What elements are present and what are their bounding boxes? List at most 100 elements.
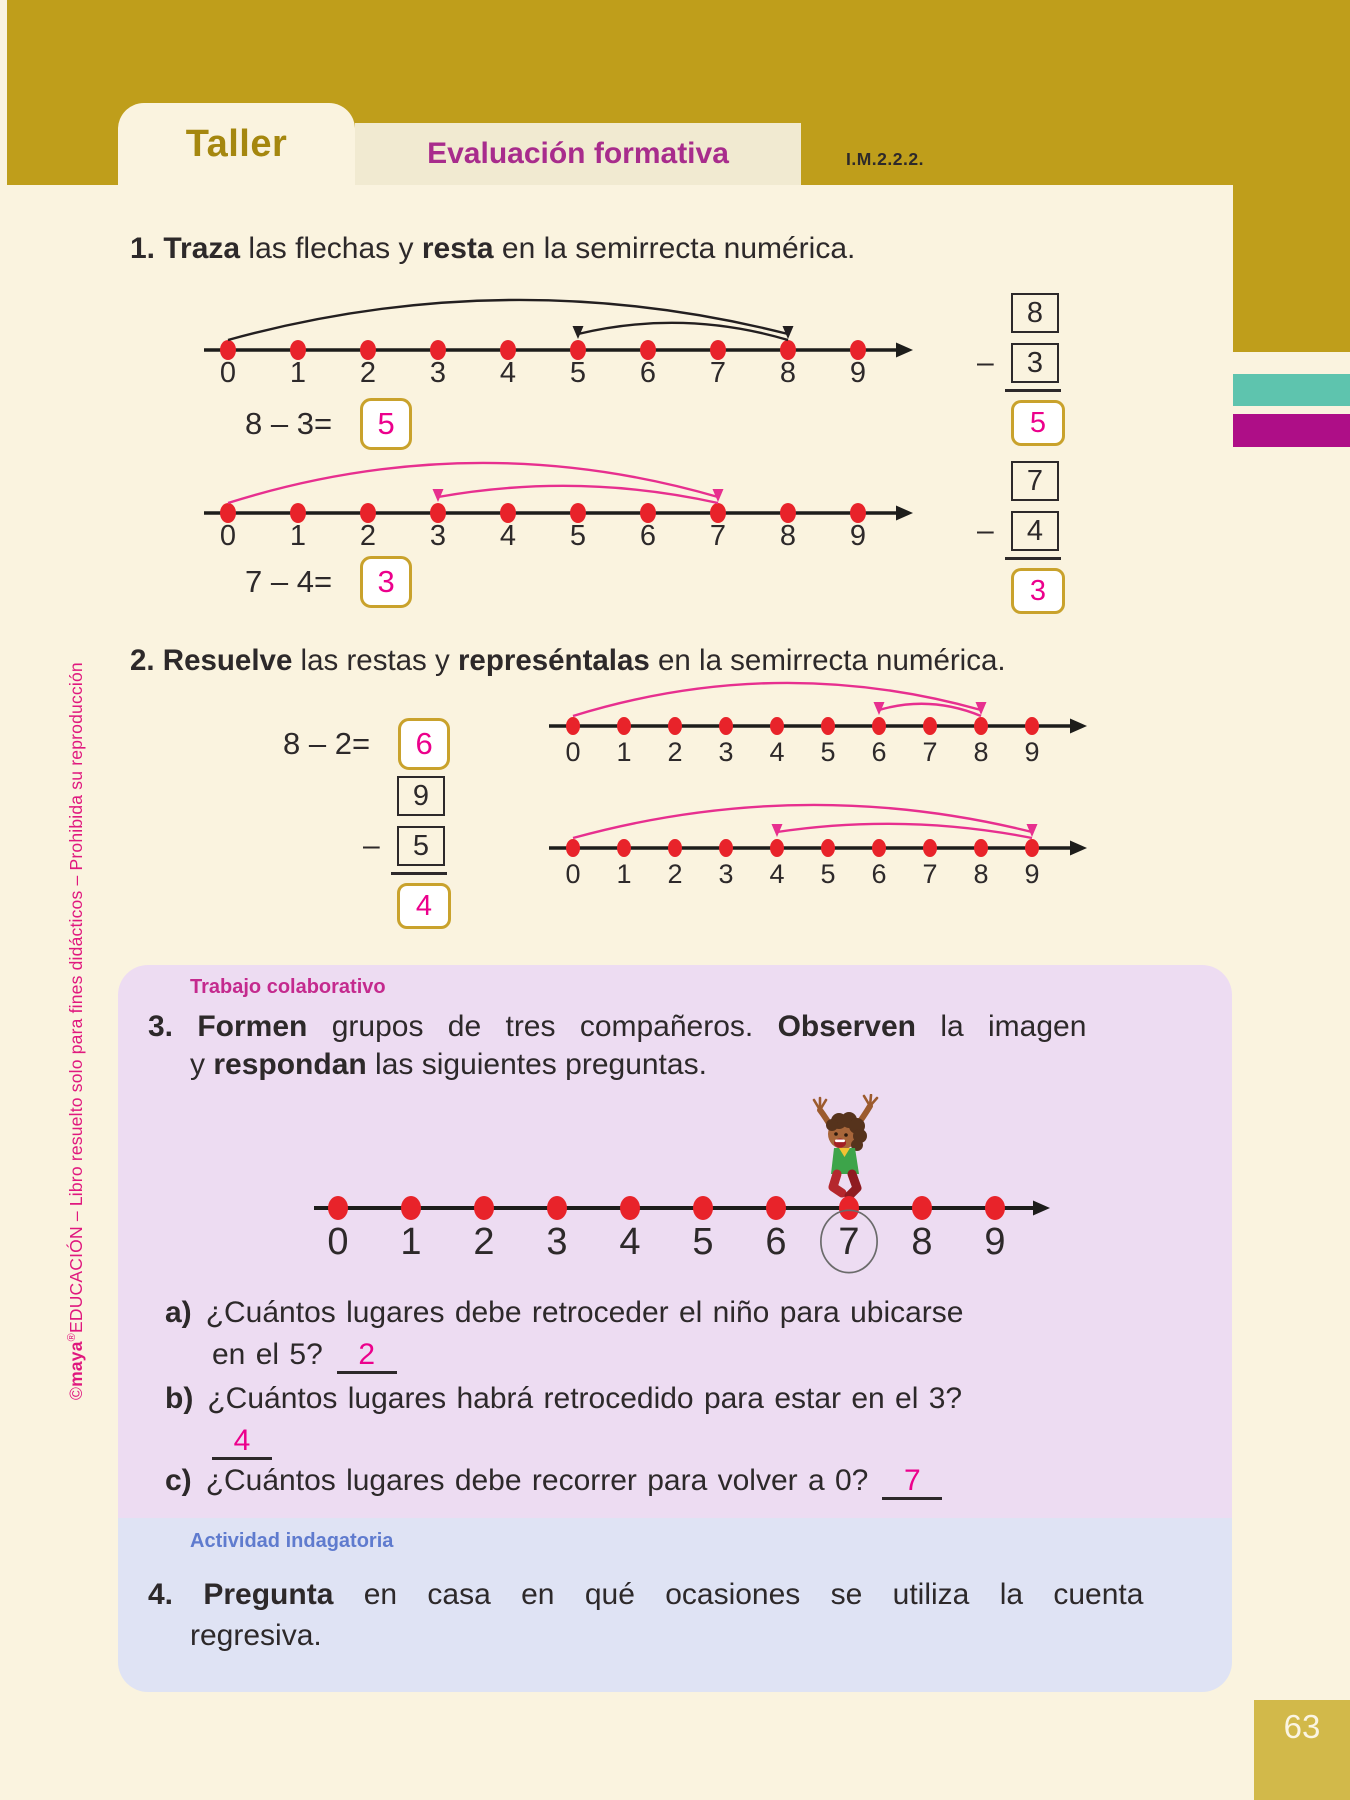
svg-text:4: 4	[769, 859, 784, 889]
equation-2: 7 – 4= 3	[245, 556, 413, 608]
exercise-3-heading: 3. Formen grupos de tres compañeros. Obs…	[148, 1010, 1087, 1081]
brand-name: maya	[66, 1341, 86, 1387]
svg-text:8: 8	[973, 859, 988, 889]
equation-1: 8 – 3= 5	[245, 398, 413, 450]
number-line-graphic: 0 1 2 3 4 5 6 7 8 9	[549, 681, 1087, 767]
svg-text:5: 5	[820, 737, 835, 767]
svg-text:6: 6	[640, 357, 656, 389]
svg-text:6: 6	[640, 520, 656, 552]
teal-accent-bar	[1233, 374, 1350, 406]
number-line-5: 0 1 2 3 4 5 6 7 8 9	[290, 1140, 1080, 1290]
svg-text:3: 3	[718, 737, 733, 767]
svg-text:0: 0	[327, 1221, 348, 1263]
svg-text:4: 4	[500, 357, 516, 389]
svg-text:3: 3	[718, 859, 733, 889]
svg-text:1: 1	[616, 859, 631, 889]
svg-text:2: 2	[360, 520, 376, 552]
svg-text:9: 9	[1024, 737, 1039, 767]
copyright-symbol: ©	[66, 1386, 86, 1400]
inquiry-activity-panel	[118, 1518, 1232, 1692]
svg-text:6: 6	[871, 859, 886, 889]
taller-tab: Taller	[118, 103, 355, 185]
answer-box: 3	[360, 556, 413, 608]
equation-text: 7 – 4=	[245, 564, 333, 599]
svg-text:2: 2	[360, 357, 376, 389]
svg-text:4: 4	[769, 737, 784, 767]
svg-text:9: 9	[850, 357, 866, 389]
subtitle-label: Evaluación formativa	[427, 137, 729, 170]
svg-text:5: 5	[570, 520, 586, 552]
answer-blank: 4	[212, 1424, 272, 1460]
svg-text:2: 2	[667, 859, 682, 889]
svg-text:9: 9	[984, 1221, 1005, 1263]
minus-sign: –	[363, 829, 380, 862]
svg-text:9: 9	[1024, 859, 1039, 889]
question-b-answer-line: 4	[212, 1424, 272, 1460]
subtrahend-box: 3	[1011, 343, 1059, 383]
number-line-graphic: 0 1 2 3 4 5 6 7 8 9	[549, 803, 1087, 889]
number-line-4: 0 1 2 3 4 5 6 7 8 9	[540, 784, 1110, 904]
inquiry-tag: Actividad indagatoria	[190, 1530, 394, 1552]
subtitle-strip: Evaluación formativa	[355, 123, 801, 185]
collaborative-work-panel	[118, 965, 1232, 1518]
number-line-3: 0 1 2 3 4 5 6 7 8 9	[540, 662, 1110, 782]
number-line-2: 0 1 2 3 4 5 6 7 8 9	[190, 429, 960, 564]
answer-box: 6	[398, 718, 451, 770]
question-c: c) ¿Cuántos lugares debe recorrer para vo…	[165, 1464, 943, 1500]
magenta-accent-bar	[1233, 414, 1350, 447]
svg-text:3: 3	[546, 1221, 567, 1263]
svg-text:1: 1	[616, 737, 631, 767]
answer-box: 5	[360, 398, 413, 450]
question-a: a) ¿Cuántos lugares debe retroceder el ni…	[165, 1296, 964, 1329]
svg-text:9: 9	[850, 520, 866, 552]
exercise-2-heading: 2. Resuelve las restas y represéntalas e…	[130, 644, 1006, 677]
svg-text:2: 2	[667, 737, 682, 767]
svg-text:7: 7	[922, 737, 937, 767]
svg-text:8: 8	[973, 737, 988, 767]
minuend-box: 7	[1011, 461, 1059, 501]
question-b: b) ¿Cuántos lugares habrá retrocedido par…	[165, 1382, 963, 1415]
minus-sign: –	[977, 514, 994, 547]
jumping-child-illustration	[806, 1093, 884, 1213]
minuend-box: 9	[397, 776, 445, 816]
svg-text:6: 6	[871, 737, 886, 767]
collaborative-tag: Trabajo colaborativo	[190, 976, 386, 998]
subtrahend-box: 4	[1011, 511, 1059, 551]
equation-3: 8 – 2= 6	[283, 718, 451, 770]
svg-text:7: 7	[838, 1221, 859, 1263]
vertical-subtraction-3: 9 –5 4	[363, 776, 451, 929]
svg-text:7: 7	[710, 520, 726, 552]
svg-text:8: 8	[780, 357, 796, 389]
subtrahend-box: 5	[397, 826, 445, 866]
equation-text: 8 – 2=	[283, 726, 371, 761]
exercise-4-heading: 4. Pregunta en casa en qué ocasiones se …	[148, 1578, 1144, 1652]
svg-text:4: 4	[500, 520, 516, 552]
result-box: 3	[1011, 568, 1065, 614]
svg-text:8: 8	[780, 520, 796, 552]
svg-text:2: 2	[473, 1221, 494, 1263]
number-line-graphic: 0 1 2 3 4 5 6 7 8 9	[204, 461, 913, 552]
tab-label: Taller	[185, 122, 288, 165]
number-line-1: 0 1 2 3 4 5 6 7 8 9	[190, 266, 960, 401]
registered-symbol: ®	[66, 1333, 79, 1342]
number-line-graphic: 0 1 2 3 4 5 6 7 8 9	[314, 1196, 1050, 1274]
copyright-text: EDUCACIÓN – Libro resuelto solo para fin…	[66, 662, 86, 1334]
svg-text:5: 5	[570, 357, 586, 389]
svg-text:1: 1	[400, 1221, 421, 1263]
result-box: 5	[1011, 400, 1065, 446]
svg-text:7: 7	[710, 357, 726, 389]
minuend-box: 8	[1011, 293, 1059, 333]
svg-text:3: 3	[430, 520, 446, 552]
exercise-1-heading: 1. Traza las flechas y resta en la semir…	[130, 232, 856, 265]
svg-text:0: 0	[565, 859, 580, 889]
svg-text:4: 4	[619, 1221, 640, 1263]
result-box: 4	[397, 883, 451, 929]
number-line-graphic: 0 1 2 3 4 5 6 7 8 9	[204, 298, 913, 389]
svg-text:0: 0	[565, 737, 580, 767]
vertical-subtraction-2: 7 –4 3	[977, 461, 1065, 614]
answer-blank: 2	[336, 1338, 397, 1374]
subtraction-rule	[391, 872, 447, 875]
question-a-answer-line: en el 5? 2	[212, 1338, 397, 1374]
sidebar-copyright: ©maya®EDUCACIÓN – Libro resuelto solo pa…	[66, 540, 87, 1400]
page-number: 63	[1283, 1708, 1321, 1745]
